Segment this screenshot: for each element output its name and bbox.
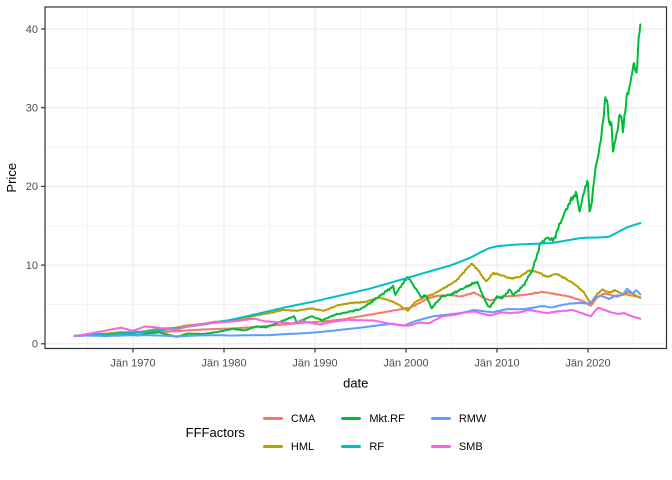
- series-lines: [73, 23, 642, 338]
- legend-key-line-HML: [262, 445, 283, 448]
- chart-legend: FFFactors CMA HML Mkt.RF RF RMW SMB: [0, 411, 672, 454]
- legend-item-RF[interactable]: RF: [341, 439, 404, 454]
- series-line-HML: [73, 262, 642, 337]
- legend-key-line-CMA: [262, 417, 283, 420]
- axes: 0 10 20 30 40 Jän 1970 Jän 1980 Jän 1990 Jän 200…: [4, 24, 611, 391]
- y-tick-label: 40: [26, 24, 38, 36]
- series-line-Mkt.RF: [73, 23, 642, 338]
- legend-label: SMB: [458, 440, 483, 453]
- x-tick-label: Jän 2000: [383, 358, 428, 370]
- series-line-RMW: [73, 287, 642, 338]
- legend-item-Mkt.RF[interactable]: Mkt.RF: [341, 411, 405, 426]
- legend-key-line-Mkt.RF: [341, 417, 362, 420]
- x-axis-title: date: [343, 376, 368, 391]
- x-tick-label: Jän 1970: [110, 358, 155, 370]
- x-tick-label: Jän 2020: [565, 358, 610, 370]
- legend-item-CMA[interactable]: CMA: [262, 411, 316, 426]
- legend-key-line-RMW: [430, 417, 451, 420]
- legend-title: FFFactors: [185, 425, 245, 440]
- legend-item-RMW[interactable]: RMW: [430, 411, 487, 426]
- y-tick-label: 10: [26, 260, 38, 272]
- panel-gridlines: [45, 7, 667, 349]
- legend-key-line-SMB: [430, 445, 451, 448]
- x-tick-label: Jän 1990: [292, 358, 337, 370]
- legend-label: Mkt.RF: [369, 412, 405, 425]
- y-tick-label: 30: [26, 103, 38, 115]
- y-axis-title: Price: [4, 163, 19, 193]
- series-line-RF: [73, 222, 642, 337]
- legend-label: HML: [290, 440, 315, 453]
- x-tick-label: Jän 1980: [201, 358, 246, 370]
- y-tick-label: 20: [26, 181, 38, 193]
- series-line-CMA: [73, 290, 642, 337]
- series-line-SMB: [73, 306, 642, 337]
- legend-label: CMA: [290, 412, 316, 425]
- legend-item-SMB[interactable]: SMB: [430, 439, 487, 454]
- y-tick-label: 0: [32, 339, 38, 351]
- legend-label: RF: [369, 440, 385, 453]
- legend-item-HML[interactable]: HML: [262, 439, 315, 454]
- panel-border: [44, 6, 668, 350]
- price-line-chart: 0 10 20 30 40 Jän 1970 Jän 1980 Jän 1990 Jän 200…: [4, 6, 668, 391]
- legend-key-line-RF: [341, 445, 362, 448]
- x-tick-label: Jän 2010: [474, 358, 519, 370]
- legend-items-grid: CMA HML Mkt.RF RF RMW SMB: [262, 411, 487, 454]
- legend-label: RMW: [458, 412, 487, 425]
